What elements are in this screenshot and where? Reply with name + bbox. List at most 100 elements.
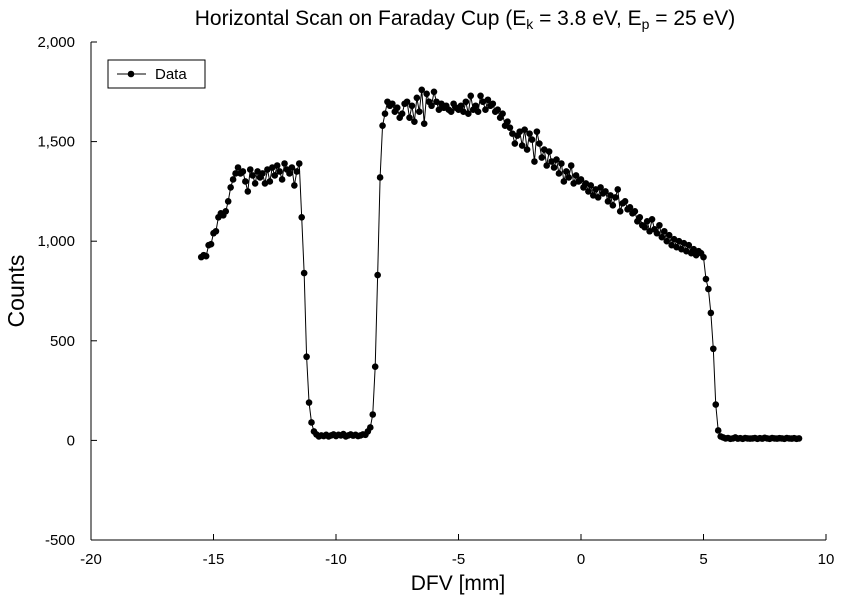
data-point bbox=[587, 182, 595, 189]
data-point bbox=[577, 176, 585, 183]
data-point bbox=[641, 223, 648, 231]
data-point bbox=[367, 424, 374, 431]
y-tick-label: -500 bbox=[45, 532, 75, 549]
data-point bbox=[224, 198, 232, 205]
data-point bbox=[545, 148, 553, 155]
data-point bbox=[612, 194, 619, 201]
data-point bbox=[616, 208, 624, 215]
data-point bbox=[271, 172, 279, 179]
data-point bbox=[489, 100, 497, 108]
x-tick-label: -20 bbox=[80, 551, 102, 568]
data-point bbox=[482, 106, 489, 114]
data-point bbox=[202, 252, 210, 260]
y-tick-label: 1,500 bbox=[37, 134, 75, 151]
y-tick-label: 2,000 bbox=[37, 34, 75, 51]
data-point bbox=[528, 136, 536, 143]
data-point bbox=[656, 221, 663, 229]
x-tick-label: 0 bbox=[577, 551, 585, 568]
data-point bbox=[536, 140, 543, 147]
data-point bbox=[369, 411, 377, 418]
data-point bbox=[303, 353, 310, 361]
data-point bbox=[207, 240, 215, 248]
data-point bbox=[242, 178, 249, 185]
data-point bbox=[259, 170, 266, 177]
data-point bbox=[474, 108, 482, 116]
data-point bbox=[232, 170, 239, 177]
x-tick-label: -15 bbox=[203, 551, 225, 568]
data-point bbox=[572, 172, 580, 179]
data-point bbox=[376, 174, 384, 181]
data-point bbox=[705, 285, 712, 293]
data-point bbox=[403, 98, 411, 106]
data-point bbox=[609, 202, 617, 209]
data-point bbox=[423, 90, 430, 98]
data-point bbox=[614, 186, 622, 193]
x-tick-label: -10 bbox=[325, 551, 347, 568]
data-point bbox=[795, 435, 803, 442]
data-point bbox=[222, 208, 230, 215]
data-point bbox=[523, 146, 531, 153]
data-point bbox=[298, 213, 306, 221]
y-tick-label: 0 bbox=[67, 432, 75, 449]
data-point bbox=[621, 198, 629, 205]
data-point bbox=[374, 271, 381, 279]
data-point bbox=[597, 184, 604, 191]
data-point bbox=[658, 233, 666, 241]
legend-label: Data bbox=[155, 66, 187, 83]
data-point bbox=[707, 309, 715, 317]
data-point bbox=[563, 168, 570, 175]
data-point bbox=[484, 96, 492, 104]
data-point bbox=[685, 241, 693, 249]
data-point bbox=[420, 120, 428, 127]
data-point bbox=[560, 178, 568, 185]
data-point bbox=[234, 164, 242, 171]
chart-title: Horizontal Scan on Faraday Cup (Ek = 3.8… bbox=[195, 7, 736, 32]
x-tick-label: 5 bbox=[699, 551, 707, 568]
data-point bbox=[227, 184, 234, 191]
data-point bbox=[604, 198, 612, 205]
data-point bbox=[550, 164, 558, 171]
data-point bbox=[531, 158, 538, 165]
data-point bbox=[381, 110, 389, 118]
data-point bbox=[663, 237, 671, 245]
data-point bbox=[467, 92, 475, 100]
data-point bbox=[305, 399, 313, 406]
data-point bbox=[212, 227, 220, 235]
legend-marker bbox=[127, 70, 135, 78]
data-point bbox=[281, 160, 288, 167]
data-point bbox=[665, 231, 673, 239]
data-point bbox=[555, 170, 563, 177]
data-point bbox=[631, 208, 639, 215]
data-point bbox=[413, 94, 421, 102]
data-point bbox=[418, 86, 426, 94]
data-point bbox=[249, 172, 256, 179]
data-point bbox=[538, 154, 546, 161]
x-axis-label: DFV [mm] bbox=[411, 572, 506, 595]
data-point bbox=[300, 269, 308, 277]
data-point bbox=[389, 100, 396, 108]
y-tick-label: 500 bbox=[50, 333, 75, 350]
data-point bbox=[648, 215, 656, 223]
data-point bbox=[273, 162, 281, 169]
data-point bbox=[246, 166, 254, 173]
data-point bbox=[661, 227, 668, 235]
data-point bbox=[712, 401, 720, 408]
data-point bbox=[700, 253, 707, 261]
data-point bbox=[288, 164, 296, 171]
data-point bbox=[286, 170, 293, 177]
title-part: = 25 eV) bbox=[649, 7, 735, 30]
title-part: Horizontal Scan on Faraday Cup (E bbox=[195, 7, 527, 30]
data-point bbox=[543, 162, 550, 169]
y-axis-label: Counts bbox=[3, 255, 29, 328]
data-point bbox=[293, 168, 301, 175]
data-point bbox=[308, 419, 315, 426]
data-point bbox=[558, 160, 565, 167]
data-point bbox=[229, 176, 237, 183]
x-tick-label: 10 bbox=[818, 551, 835, 568]
data-point bbox=[636, 213, 644, 221]
data-point bbox=[653, 229, 661, 237]
title-part: p bbox=[642, 16, 650, 32]
data-point bbox=[465, 110, 472, 118]
title-part: = 3.8 eV, E bbox=[533, 7, 641, 30]
